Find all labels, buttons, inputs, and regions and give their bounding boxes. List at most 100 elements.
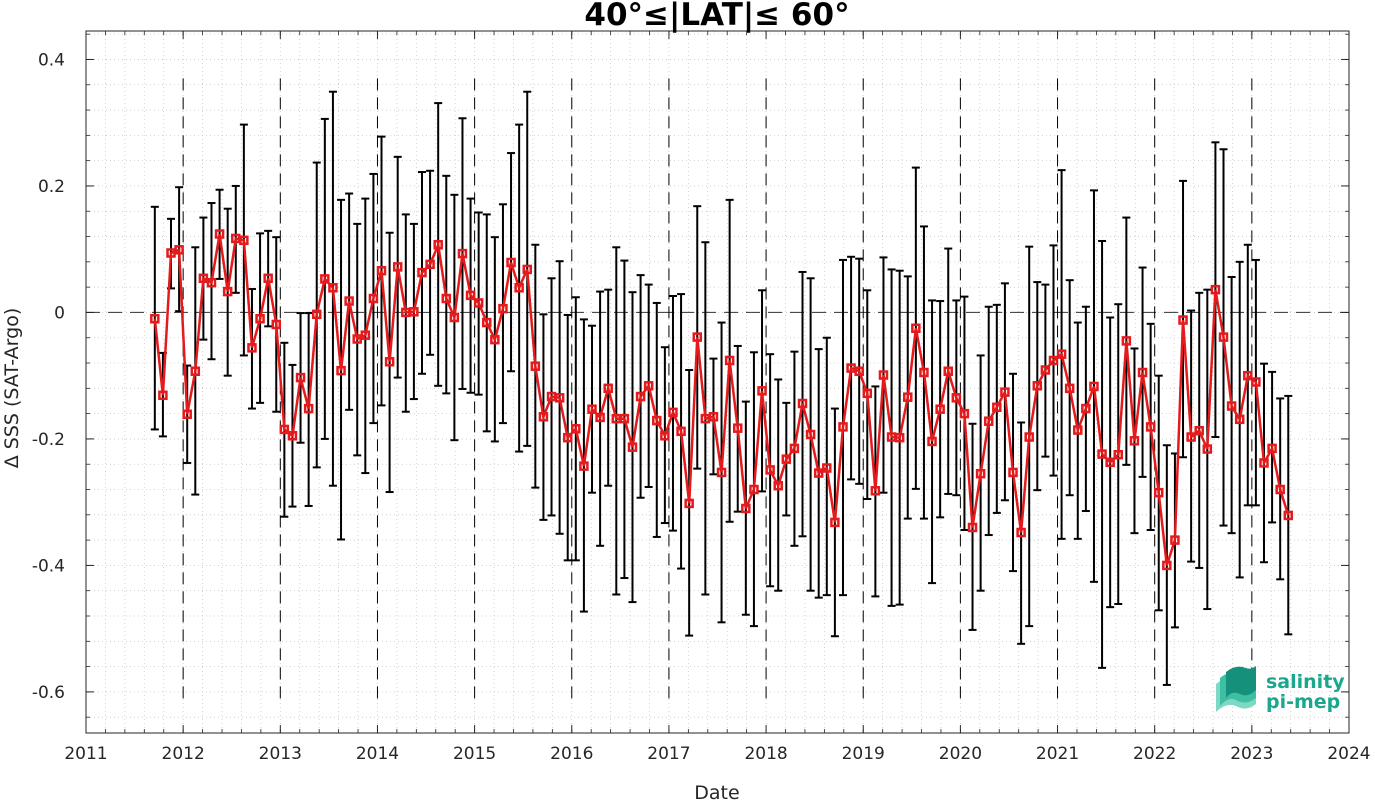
data-point-marker xyxy=(983,416,994,426)
data-point-marker xyxy=(724,355,735,366)
data-point-marker xyxy=(967,522,978,533)
data-point-marker xyxy=(530,361,541,371)
data-point-marker xyxy=(992,402,1002,413)
data-point-marker xyxy=(676,426,686,437)
x-tick-label: 2013 xyxy=(259,744,302,764)
data-point-marker xyxy=(239,235,249,246)
data-point-marker xyxy=(830,517,840,528)
data-point-marker xyxy=(522,264,532,275)
data-point-marker xyxy=(1097,449,1107,459)
data-point-marker xyxy=(320,274,330,284)
x-tick-label: 2011 xyxy=(64,744,107,764)
data-point-marker xyxy=(1275,484,1285,495)
data-point-marker xyxy=(668,407,678,418)
data-point-marker xyxy=(1040,365,1051,375)
data-point-marker xyxy=(506,257,516,268)
data-point-marker xyxy=(822,463,832,473)
plot-frame xyxy=(85,30,1350,734)
data-point-marker xyxy=(1243,370,1253,381)
x-tick-label: 2020 xyxy=(939,744,982,764)
data-point-marker xyxy=(870,486,881,496)
series-markers xyxy=(150,229,1294,571)
data-point-marker xyxy=(482,317,492,328)
data-point-marker xyxy=(1202,444,1213,454)
x-tick-label: 2023 xyxy=(1230,744,1273,764)
x-tick-label: 2015 xyxy=(453,744,496,764)
data-point-marker xyxy=(862,388,873,399)
x-tick-labels: 2011 2012 2013 2014 2015 2016 2017 2018 2019 2020… xyxy=(64,744,1370,764)
data-point-marker xyxy=(206,277,217,288)
x-tick-label: 2012 xyxy=(162,744,205,764)
data-point-marker xyxy=(263,273,273,284)
data-point-marker xyxy=(295,372,306,383)
data-point-marker xyxy=(425,259,435,270)
data-point-marker xyxy=(465,290,476,301)
data-point-marker xyxy=(214,229,225,239)
x-tick-label: 2018 xyxy=(744,744,787,764)
data-point-marker xyxy=(854,366,864,376)
data-point-marker xyxy=(838,422,848,432)
data-point-marker xyxy=(255,314,265,324)
data-point-marker xyxy=(587,404,597,414)
data-point-marker xyxy=(158,390,168,401)
data-point-marker xyxy=(765,465,775,475)
data-point-marker xyxy=(441,293,452,304)
data-point-marker xyxy=(222,286,233,297)
data-point-marker xyxy=(1000,387,1010,397)
data-point-marker xyxy=(805,429,816,440)
data-point-marker xyxy=(1186,432,1196,442)
data-point-marker xyxy=(1032,381,1043,391)
data-point-marker xyxy=(1081,403,1091,414)
data-point-marker xyxy=(1064,383,1075,394)
data-point-marker xyxy=(1234,414,1245,425)
data-point-marker xyxy=(627,442,638,452)
data-point-marker xyxy=(409,307,419,317)
y-tick-label: -0.2 xyxy=(32,430,65,450)
data-point-marker xyxy=(514,283,524,293)
data-point-marker xyxy=(1129,436,1140,446)
data-point-marker xyxy=(1153,487,1164,498)
data-point-marker xyxy=(692,332,703,342)
data-point-marker xyxy=(473,298,484,308)
data-point-marker xyxy=(1267,443,1277,454)
data-point-marker xyxy=(562,432,573,443)
data-point-marker xyxy=(1016,527,1026,538)
data-point-marker xyxy=(741,503,751,514)
y-tick-label: -0.4 xyxy=(32,556,65,576)
series-line xyxy=(153,233,1290,566)
data-point-marker xyxy=(368,293,379,304)
data-point-marker xyxy=(1178,315,1188,325)
data-point-marker xyxy=(1226,401,1237,411)
data-point-marker xyxy=(927,436,937,447)
data-point-marker xyxy=(652,415,662,426)
data-point-marker xyxy=(1137,367,1148,378)
data-point-marker xyxy=(1210,284,1221,295)
y-axis-label: Δ SSS (SAT-Argo) xyxy=(1,308,23,468)
data-point-marker xyxy=(384,357,395,367)
data-point-marker xyxy=(498,303,508,314)
data-point-marker xyxy=(943,366,953,376)
x-tick-label: 2016 xyxy=(550,744,593,764)
data-point-marker xyxy=(190,366,201,376)
data-point-marker xyxy=(579,461,589,471)
data-point-marker xyxy=(303,403,314,414)
data-point-marker xyxy=(392,262,403,272)
x-tick-label: 2017 xyxy=(647,744,690,764)
data-point-marker xyxy=(376,265,387,276)
data-point-marker xyxy=(1105,457,1115,468)
data-point-marker xyxy=(328,283,338,293)
data-point-marker xyxy=(433,240,443,250)
x-tick-label: 2014 xyxy=(356,744,399,764)
data-point-marker xyxy=(150,314,160,324)
data-point-marker xyxy=(643,381,654,391)
data-point-marker xyxy=(1048,355,1059,366)
y-tick-labels: -0.6 -0.4 -0.2 0 0.2 0.4 xyxy=(32,50,65,702)
data-point-marker xyxy=(749,484,759,495)
data-point-marker xyxy=(635,391,646,402)
x-tick-label: 2024 xyxy=(1327,744,1370,764)
data-point-marker xyxy=(1145,422,1156,432)
data-point-marker xyxy=(789,443,800,454)
x-tick-label: 2021 xyxy=(1036,744,1079,764)
data-point-marker xyxy=(619,413,630,424)
data-point-marker xyxy=(1073,425,1083,435)
